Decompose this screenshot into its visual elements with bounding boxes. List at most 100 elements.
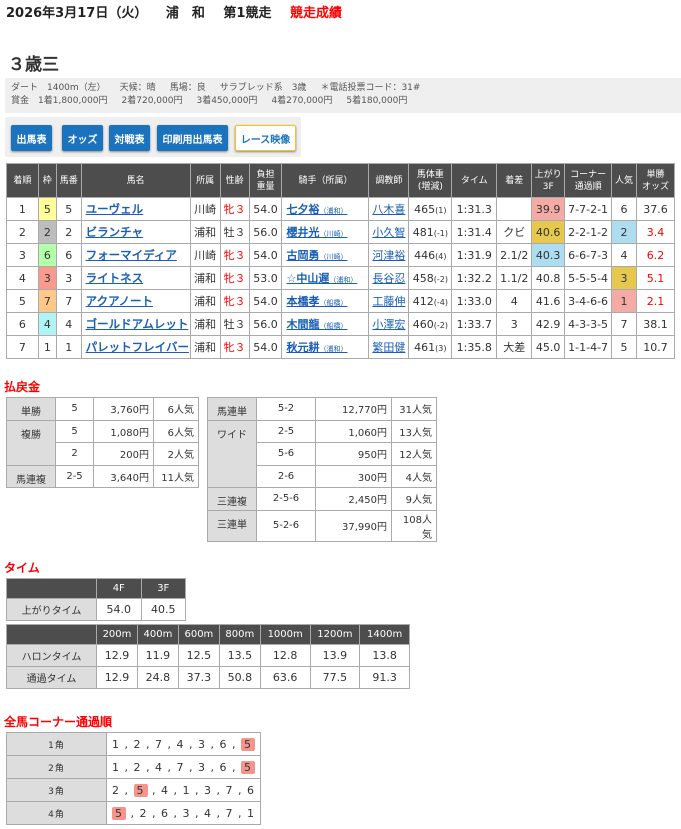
win-odds: 10.7 — [635, 335, 676, 359]
horse-name-link[interactable]: アクアノート — [85, 294, 154, 308]
result-row: 4 3 3 ライトネス 浦和 牝３ 53.0 ☆中山遅（浦和） 長谷忍 458(… — [6, 266, 676, 290]
frame-number: 1 — [37, 335, 57, 359]
distance-header: 1400m — [359, 624, 410, 645]
frame-number: 3 — [37, 266, 57, 290]
corner-horse-number: 1 — [112, 737, 120, 751]
trainer-link[interactable]: 繁田健 — [372, 341, 406, 354]
horse-name-link[interactable]: パレットフレイバー — [85, 340, 189, 354]
affiliation: 浦和 — [189, 266, 221, 290]
corner-horse-number: 3 — [198, 737, 206, 751]
weight-carried: 54.0 — [248, 197, 283, 221]
time-value: 13.8 — [359, 644, 410, 667]
jockey-link[interactable]: 木間龍（船橋） — [286, 318, 347, 331]
corner-horse-number: 6 — [219, 760, 228, 774]
horse-name-link[interactable]: ライトネス — [85, 271, 144, 285]
jockey-link[interactable]: 七夕裕（浦和） — [286, 203, 347, 216]
corner-horse-number: 6 — [219, 737, 228, 751]
sex-age: 牝３ — [219, 266, 250, 290]
affiliation: 川崎 — [189, 197, 221, 221]
column-header: タイム — [451, 163, 498, 198]
finish-time: 1:32.2 — [451, 266, 498, 290]
affiliation: 浦和 — [189, 335, 221, 359]
horse-number: 2 — [55, 220, 82, 244]
horse-number: 3 — [55, 266, 82, 290]
corner-order: 5-5-5-4 — [564, 266, 613, 290]
time-value: 13.9 — [309, 644, 361, 667]
jockey-link[interactable]: 櫻井光（川崎） — [286, 226, 347, 239]
payout-amount: 37,990円 — [315, 509, 392, 542]
column-header: 馬体重 (増減) — [408, 163, 453, 198]
payout-row: 三連単 5-2-6 37,990円 108人気 — [207, 509, 437, 542]
distance-header: 1200m — [309, 624, 361, 645]
column-header: 性齢 — [219, 163, 250, 198]
weight-change: (-1) — [433, 228, 448, 238]
corner-horse-number: 1 — [247, 806, 255, 820]
horse-name-link[interactable]: ゴールドアムレット — [85, 317, 189, 331]
trainer-link[interactable]: 工藤伸 — [372, 295, 406, 308]
weight-carried: 53.0 — [248, 266, 283, 290]
trainer-link[interactable]: 長谷忍 — [372, 272, 406, 285]
bet-type: 馬連複 — [6, 464, 56, 488]
time-value: 50.8 — [218, 666, 261, 689]
payout-popularity: 2人気 — [153, 442, 199, 466]
corner-label: 2角 — [6, 755, 107, 779]
weight-carried: 56.0 — [248, 220, 283, 244]
horse-number: 4 — [55, 312, 82, 336]
combination: 5-6 — [256, 442, 316, 466]
time-value: 91.3 — [359, 666, 410, 689]
jockey-link[interactable]: ☆中山遅（浦和） — [286, 272, 357, 285]
payout-popularity: 11人気 — [153, 464, 199, 488]
affiliation: 浦和 — [189, 220, 221, 244]
jockey-link[interactable]: 秋元耕（浦和） — [286, 341, 347, 354]
margin: クビ — [496, 220, 533, 244]
print-entries-button[interactable]: 印刷用出馬表 — [157, 125, 228, 151]
horse-name-link[interactable]: ユーヴェル — [85, 202, 144, 216]
finish-position: 4 — [6, 266, 39, 290]
payout-row: 単勝 5 3,760円 6人気 — [6, 397, 199, 421]
trainer-link[interactable]: 河津裕 — [372, 249, 406, 262]
win-odds: 3.4 — [635, 220, 676, 244]
jockey-affiliation: （川崎） — [319, 230, 348, 238]
agari-label: 上がりタイム — [6, 598, 97, 621]
agari-3f: 40.5 — [140, 598, 186, 621]
win-odds: 37.6 — [635, 197, 676, 221]
payout-table-left: 単勝 5 3,760円 6人気 複勝 5 1,080円 6人気 2 200円 2人気 馬連複 2-5 3,… — [6, 397, 199, 488]
matchup-button[interactable]: 対戦表 — [109, 125, 150, 151]
race-info-item: ダート 1400m（左） — [11, 83, 106, 93]
finish-time: 1:31.3 — [451, 197, 498, 221]
entries-button[interactable]: 出馬表 — [11, 125, 52, 151]
bet-type: 三連単 — [207, 509, 257, 542]
jockey-link[interactable]: 本橋孝（船橋） — [286, 295, 347, 308]
distance-header: 1000m — [259, 624, 311, 645]
payout-popularity: 4人気 — [391, 464, 437, 488]
corner-horse-number: 1 — [182, 783, 191, 797]
combination: 5 — [55, 397, 94, 421]
time-value: 12.5 — [177, 644, 220, 667]
distance-header: 600m — [177, 624, 220, 645]
trainer-link[interactable]: 小澤宏 — [372, 318, 406, 331]
corner-horse-number: 5 — [241, 760, 255, 774]
last-3f: 39.9 — [531, 197, 566, 221]
column-header: 着差 — [496, 163, 533, 198]
odds-button[interactable]: オッズ — [62, 125, 103, 151]
race-video-button[interactable]: レース映像 — [235, 125, 296, 151]
horse-name-link[interactable]: ビランチャ — [85, 225, 144, 239]
weight-carried: 54.0 — [248, 243, 283, 267]
race-info-item: 天候：晴 — [119, 83, 156, 93]
column-header: 騎手（所属） — [281, 163, 370, 198]
corner-horse-number: 7 — [176, 760, 185, 774]
bet-type: 三連複 — [207, 487, 257, 511]
trainer-link[interactable]: 小久智 — [372, 226, 406, 239]
horse-name-link[interactable]: フォーマイディア — [85, 248, 177, 262]
jockey-link[interactable]: 古岡勇（川崎） — [286, 249, 347, 262]
race-info-item: 賞金 1着1,800,000円 — [11, 96, 108, 106]
payout-amount: 950円 — [315, 442, 392, 466]
body-weight: 458(-2) — [408, 266, 453, 290]
trainer-link[interactable]: 八木喜 — [372, 203, 406, 216]
corner-label: 3角 — [6, 778, 107, 802]
jockey-name: 古岡勇 — [286, 249, 320, 262]
jockey-affiliation: （船橋） — [319, 299, 348, 307]
column-header: 負担 重量 — [248, 163, 283, 198]
payout-popularity: 108人気 — [391, 509, 437, 542]
bet-type: 単勝 — [6, 397, 56, 421]
